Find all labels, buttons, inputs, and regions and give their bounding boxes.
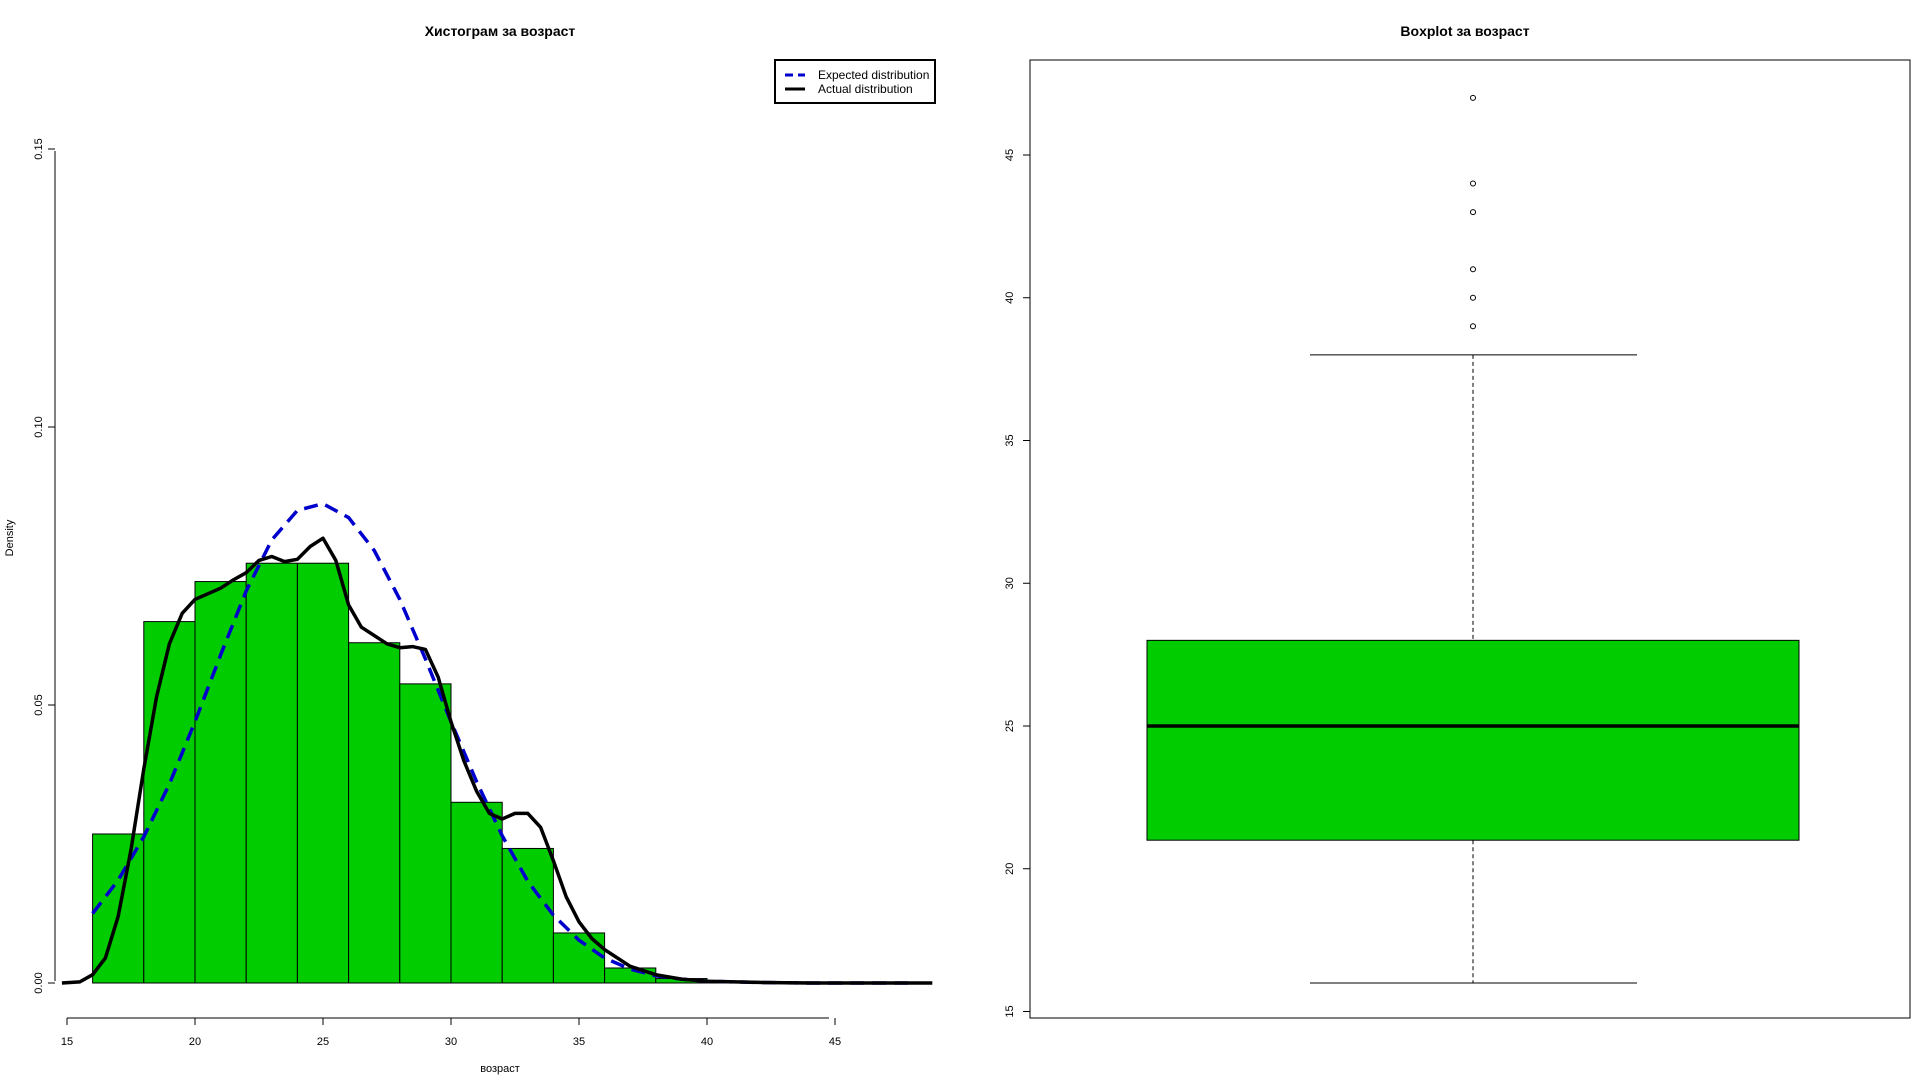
boxplot-y-ticks: 15 20 25 30 35 40 45	[1004, 149, 1030, 1018]
boxplot-y-tick-label-4: 35	[1004, 434, 1016, 446]
histogram-x-tick-label-5: 40	[701, 1036, 713, 1048]
histogram-x-ticks: 15 20 25 30 35 40 45	[61, 1018, 841, 1048]
histogram-x-tick-label-6: 45	[829, 1036, 841, 1048]
histogram-y-label: Density	[4, 519, 16, 556]
actual-distribution-line	[61, 536, 933, 985]
histogram-bar-4	[296, 562, 350, 984]
outlier-point-5	[1470, 94, 1476, 101]
expected-distribution-line	[91, 501, 912, 985]
histogram-x-tick-label-3: 30	[445, 1036, 457, 1048]
boxplot-y-tick-label-0: 15	[1004, 1005, 1016, 1017]
boxplot-body	[1146, 94, 1800, 984]
outlier-point-0	[1470, 323, 1476, 330]
legend-box	[774, 59, 936, 104]
histogram-title: Хистограм за возраст	[425, 23, 576, 39]
boxplot-y-tick-label-2: 25	[1004, 720, 1016, 732]
histogram-bar-10	[604, 967, 657, 984]
histogram-legend: Expected distribution Actual distributio…	[774, 59, 936, 104]
boxplot-y-tick-label-5: 40	[1004, 292, 1016, 304]
boxplot-y-tick-label-1: 20	[1004, 863, 1016, 875]
histogram-y-tick-label-2: 0.10	[33, 416, 45, 437]
histogram-bar-2	[194, 581, 247, 984]
histogram-bar-6	[399, 683, 452, 984]
outlier-point-4	[1470, 180, 1476, 187]
histogram-bar-8	[501, 847, 554, 984]
outlier-point-3	[1470, 209, 1476, 216]
histogram-bars	[92, 562, 913, 984]
legend-expected-label: Expected distribution	[818, 68, 929, 82]
histogram-y-tick-label-0: 0.00	[33, 972, 45, 993]
boxplot-frame	[1029, 59, 1911, 1019]
histogram-x-tick-label-2: 25	[317, 1036, 329, 1048]
histogram-bar-7	[450, 801, 503, 984]
outlier-point-1	[1470, 294, 1476, 301]
histogram-y-tick-label-3: 0.15	[33, 138, 45, 159]
outlier-point-2	[1470, 266, 1476, 273]
histogram-x-label: возраст	[480, 1063, 520, 1075]
boxplot-y-tick-label-3: 30	[1004, 577, 1016, 589]
histogram-x-tick-label-1: 20	[189, 1036, 201, 1048]
boxplot-title: Boxplot за возраст	[1400, 23, 1529, 39]
histogram-x-tick-label-4: 35	[573, 1036, 585, 1048]
histogram-y-tick-label-1: 0.05	[33, 694, 45, 715]
legend-actual-label: Actual distribution	[818, 82, 913, 96]
histogram-series	[61, 501, 933, 985]
histogram-y-ticks: 0.00 0.05 0.10 0.15	[33, 138, 55, 994]
histogram-x-tick-label-0: 15	[61, 1036, 73, 1048]
boxplot-panel: Boxplot за возраст 15 20 25 30 35 40 45	[1004, 23, 1911, 1019]
histogram-bar-1	[143, 621, 196, 984]
boxplot-y-tick-label-6: 45	[1004, 149, 1016, 161]
histogram-bar-5	[348, 642, 401, 984]
interquartile-box	[1146, 639, 1800, 841]
histogram-panel: Хистограм за возраст 15 20 25 30 35 40 45 0.00…	[4, 23, 936, 1075]
histogram-bar-3	[245, 562, 298, 984]
